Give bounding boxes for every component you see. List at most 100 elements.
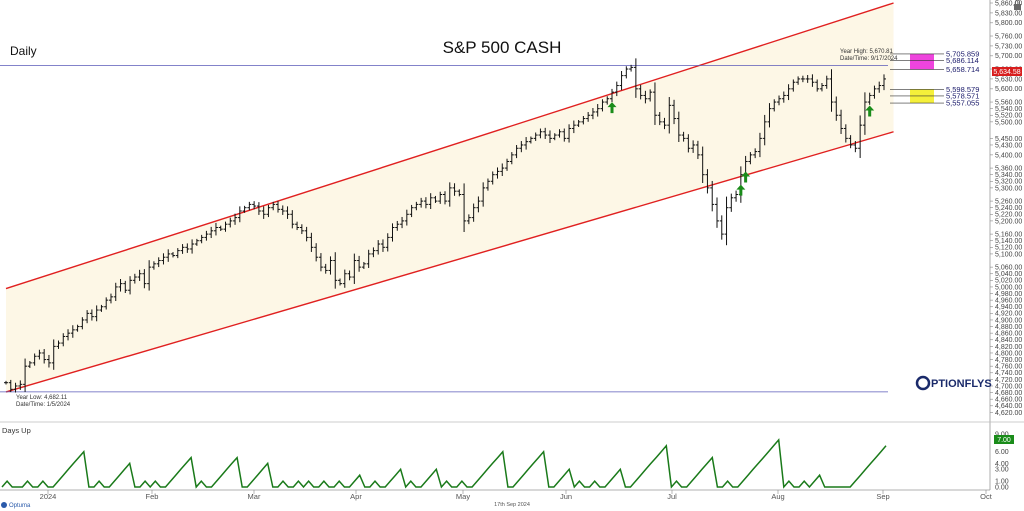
ohlc-bar bbox=[161, 253, 166, 265]
time-tick-label: 2024 bbox=[40, 492, 57, 501]
year-high-low-lines bbox=[0, 65, 888, 393]
ohlc-bar bbox=[853, 141, 858, 153]
ohlc-bar bbox=[672, 99, 677, 125]
ohlc-bar bbox=[657, 112, 662, 126]
ohlc-bar bbox=[156, 257, 161, 268]
ohlc-bar bbox=[376, 240, 381, 255]
ohlc-bar bbox=[323, 263, 328, 274]
ohlc-bar bbox=[428, 193, 433, 210]
ohlc-bar bbox=[528, 136, 533, 144]
upper-level-label: 5,705.859 bbox=[946, 49, 979, 58]
ohlc-bar bbox=[213, 222, 218, 236]
ohlc-bar bbox=[233, 213, 238, 225]
ohlc-bar bbox=[686, 134, 691, 153]
time-tick-label: Aug bbox=[771, 492, 784, 501]
ohlc-bar bbox=[27, 361, 32, 369]
price-tick-label: 5,020.00 bbox=[995, 278, 1022, 285]
days-up-tick-label: 4.00 bbox=[995, 461, 1009, 468]
ohlc-bar bbox=[762, 114, 767, 146]
ohlc-bar bbox=[843, 124, 848, 143]
ohlc-bar bbox=[815, 79, 820, 92]
ohlc-bar bbox=[810, 74, 815, 87]
ohlc-bar bbox=[633, 58, 638, 98]
ohlc-bar bbox=[509, 152, 514, 165]
ohlc-bar bbox=[61, 333, 66, 347]
ohlc-bar bbox=[538, 128, 543, 139]
ohlc-bar bbox=[858, 115, 863, 158]
ohlc-bar bbox=[839, 109, 844, 135]
ohlc-bar bbox=[452, 183, 457, 196]
ohlc-bar bbox=[805, 75, 810, 83]
price-tick-label: 5,500.00 bbox=[995, 119, 1022, 126]
ohlc-bar bbox=[256, 202, 261, 215]
ohlc-bar bbox=[333, 252, 338, 289]
price-tick-label: 4,880.00 bbox=[995, 324, 1022, 331]
ohlc-bar bbox=[610, 88, 615, 102]
ohlc-bar bbox=[753, 148, 758, 159]
price-tick-label: 5,220.00 bbox=[995, 212, 1022, 219]
price-tick-label: 5,400.00 bbox=[995, 152, 1022, 159]
ohlc-bar bbox=[261, 206, 266, 219]
ohlc-bar bbox=[380, 239, 385, 252]
ohlc-bar bbox=[99, 304, 104, 312]
ohlc-bar bbox=[147, 260, 152, 291]
ohlc-bar bbox=[734, 190, 739, 202]
ohlc-bar bbox=[142, 269, 147, 289]
price-tick-label: 4,820.00 bbox=[995, 344, 1022, 351]
ohlc-bar bbox=[328, 256, 333, 275]
ohlc-bar bbox=[524, 137, 529, 150]
ohlc-bar bbox=[180, 244, 185, 254]
ohlc-bar bbox=[691, 140, 696, 153]
ohlc-bar bbox=[118, 279, 123, 292]
ohlc-bar bbox=[648, 89, 653, 102]
ohlc-bar bbox=[304, 226, 309, 242]
ohlc-bar bbox=[695, 140, 700, 160]
ohlc-bar bbox=[862, 92, 867, 135]
price-tick-label: 5,830.00 bbox=[995, 10, 1022, 17]
ohlc-bar bbox=[252, 201, 257, 210]
ohlc-bar bbox=[757, 132, 762, 158]
time-tick-label: Apr bbox=[350, 492, 362, 501]
price-tick-label: 5,520.00 bbox=[995, 113, 1022, 120]
ohlc-bar bbox=[151, 261, 156, 270]
price-tick-label: 5,700.00 bbox=[995, 53, 1022, 60]
time-tick-label: Mar bbox=[248, 492, 261, 501]
ohlc-bar bbox=[66, 329, 71, 341]
ohlc-bar bbox=[70, 325, 75, 338]
lock-icon[interactable] bbox=[1014, 0, 1021, 10]
up-arrow-icon bbox=[736, 184, 746, 196]
price-tick-label: 4,760.00 bbox=[995, 364, 1022, 371]
ohlc-bar bbox=[476, 196, 481, 213]
ohlc-bar bbox=[366, 249, 371, 268]
upper-zone bbox=[910, 53, 934, 70]
upper-level-label: 5,686.114 bbox=[946, 56, 979, 65]
ohlc-bar bbox=[18, 380, 23, 390]
price-tick-label: 4,980.00 bbox=[995, 291, 1022, 298]
days-up-tick-label: 1.00 bbox=[995, 479, 1009, 486]
ohlc-bar bbox=[342, 269, 347, 288]
price-tick-label: 4,700.00 bbox=[995, 383, 1022, 390]
ohlc-bar bbox=[104, 297, 109, 310]
price-tick-label: 4,660.00 bbox=[995, 397, 1022, 404]
price-tick-label: 5,630.00 bbox=[995, 76, 1022, 83]
ohlc-bar bbox=[113, 282, 118, 302]
last-price-value: 5,634.58 bbox=[993, 69, 1020, 76]
ohlc-bar bbox=[877, 81, 882, 93]
ohlc-bar bbox=[557, 129, 562, 138]
ohlc-bar bbox=[85, 310, 90, 324]
time-tick-label: Sep bbox=[876, 492, 889, 501]
footer-date: 17th Sep 2024 bbox=[494, 502, 530, 508]
price-tick-label: 5,360.00 bbox=[995, 165, 1022, 172]
ohlc-bar bbox=[237, 206, 242, 223]
price-tick-label: 5,260.00 bbox=[995, 198, 1022, 205]
ohlc-bar bbox=[419, 197, 424, 208]
price-tick-label: 4,940.00 bbox=[995, 304, 1022, 311]
ohlc-bar bbox=[643, 90, 648, 104]
year-low-date: Date/Time: 1/5/2024 bbox=[16, 402, 71, 408]
up-arrow-icon bbox=[741, 171, 751, 183]
ohlc-bar bbox=[8, 379, 13, 393]
ohlc-bar bbox=[576, 120, 581, 128]
ohlc-bar bbox=[848, 135, 853, 149]
chart-title: S&P 500 CASH bbox=[443, 38, 562, 57]
price-tick-label: 5,040.00 bbox=[995, 271, 1022, 278]
